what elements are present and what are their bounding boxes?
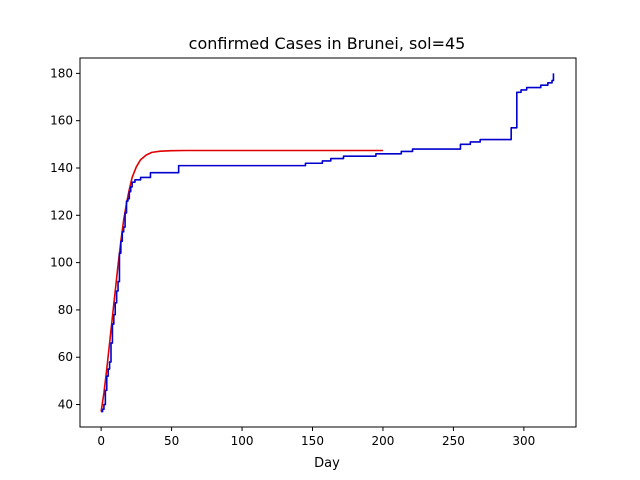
x-tick-label: 250: [442, 434, 465, 448]
y-tick-label: 180: [50, 66, 73, 80]
y-tick-label: 40: [58, 398, 73, 412]
x-axis-label: Day: [314, 456, 340, 471]
y-tick-label: 160: [50, 114, 73, 128]
plot-frame: [79, 57, 577, 428]
x-tick-label: 0: [97, 434, 105, 448]
y-tick-label: 60: [58, 350, 73, 364]
y-tick-label: 120: [50, 208, 73, 222]
x-tick-label: 150: [301, 434, 324, 448]
x-axis: 0 50 100 150 200 250 300: [97, 427, 535, 448]
series-line-2: [101, 73, 555, 413]
x-tick-label: 100: [231, 434, 254, 448]
series-line-1: [100, 149, 383, 412]
x-tick-label: 50: [164, 434, 179, 448]
y-tick-label: 140: [50, 161, 73, 175]
chart-title: confirmed Cases in Brunei, sol=45: [189, 34, 466, 53]
y-tick-label: 100: [50, 256, 73, 270]
x-tick-label: 300: [512, 434, 535, 448]
y-axis: 40 60 80 100 120 140 160 180: [50, 66, 80, 412]
y-tick-label: 80: [58, 303, 73, 317]
series-layer: [100, 73, 555, 413]
x-tick-label: 200: [372, 434, 395, 448]
